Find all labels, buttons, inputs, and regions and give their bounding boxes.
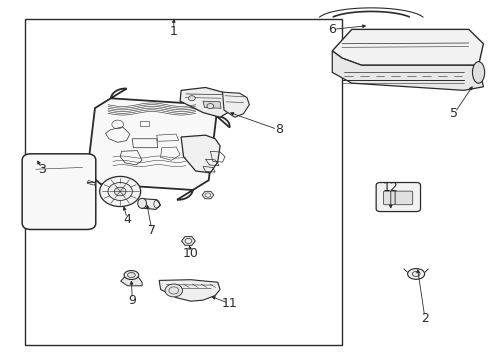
- Polygon shape: [159, 280, 220, 301]
- Text: 5: 5: [449, 107, 457, 120]
- Ellipse shape: [127, 273, 135, 278]
- Text: 6: 6: [327, 23, 336, 36]
- Polygon shape: [331, 30, 483, 65]
- Polygon shape: [331, 51, 483, 90]
- Polygon shape: [141, 199, 160, 210]
- Text: 10: 10: [183, 247, 199, 260]
- Text: 11: 11: [222, 297, 237, 310]
- Text: 8: 8: [274, 123, 282, 136]
- Ellipse shape: [124, 271, 139, 279]
- FancyBboxPatch shape: [394, 191, 412, 205]
- FancyBboxPatch shape: [22, 154, 96, 229]
- Text: 3: 3: [38, 163, 46, 176]
- Circle shape: [188, 96, 195, 101]
- Text: 7: 7: [147, 224, 156, 237]
- Polygon shape: [180, 87, 229, 117]
- Text: 1: 1: [169, 25, 177, 38]
- Polygon shape: [203, 101, 221, 108]
- FancyBboxPatch shape: [383, 191, 394, 205]
- Circle shape: [164, 284, 182, 297]
- Circle shape: [100, 176, 141, 207]
- Ellipse shape: [138, 198, 146, 208]
- Text: 12: 12: [382, 181, 398, 194]
- Polygon shape: [181, 237, 195, 245]
- Circle shape: [114, 187, 126, 196]
- Bar: [25, 19, 341, 345]
- Ellipse shape: [411, 271, 419, 276]
- Polygon shape: [121, 278, 142, 286]
- Polygon shape: [74, 89, 229, 200]
- Polygon shape: [222, 92, 249, 117]
- Ellipse shape: [471, 62, 484, 83]
- Text: 4: 4: [123, 213, 131, 226]
- Polygon shape: [181, 135, 220, 173]
- Circle shape: [206, 104, 213, 109]
- Bar: [87, 180, 96, 185]
- Circle shape: [108, 183, 132, 201]
- Text: 9: 9: [128, 294, 136, 307]
- FancyBboxPatch shape: [375, 183, 420, 212]
- Text: 2: 2: [420, 311, 428, 325]
- Ellipse shape: [407, 269, 424, 279]
- Polygon shape: [202, 191, 213, 199]
